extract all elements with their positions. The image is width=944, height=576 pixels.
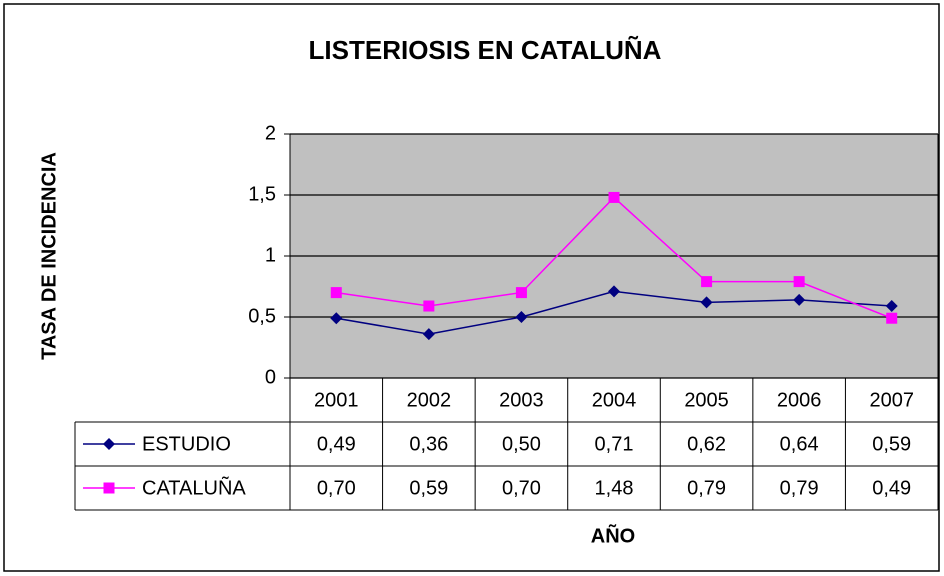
- marker: [330, 312, 343, 325]
- chart-title: LISTERIOSIS EN CATALUÑA: [309, 35, 662, 65]
- y-tick-label: 0,5: [248, 305, 276, 327]
- table-value: 0,70: [502, 477, 541, 499]
- table-value: 0,70: [317, 477, 356, 499]
- y-tick-label: 0: [265, 366, 276, 388]
- table-value: 0,71: [595, 433, 634, 455]
- marker: [700, 296, 713, 309]
- table-value: 0,49: [872, 477, 911, 499]
- marker: [608, 285, 620, 298]
- marker: [608, 191, 620, 203]
- table-value: 0,36: [409, 433, 448, 455]
- marker: [885, 300, 898, 313]
- table-value: 0,50: [502, 433, 541, 455]
- legend-label: ESTUDIO: [142, 433, 231, 455]
- x-tick-label: 2001: [314, 389, 359, 411]
- x-tick-label: 2007: [869, 389, 914, 411]
- x-tick-label: 2002: [407, 389, 452, 411]
- marker: [423, 300, 435, 312]
- legend-marker: [103, 438, 115, 450]
- marker: [330, 287, 342, 299]
- marker: [793, 276, 805, 288]
- x-tick-label: 2004: [592, 389, 637, 411]
- table-value: 0,79: [780, 477, 819, 499]
- table-value: 0,64: [780, 433, 819, 455]
- y-tick-label: 1,5: [248, 183, 276, 205]
- marker: [515, 311, 528, 323]
- table-value: 0,49: [317, 433, 356, 455]
- table-value: 0,59: [409, 477, 448, 499]
- table-value: 1,48: [595, 477, 634, 499]
- x-axis-label: AÑO: [591, 524, 635, 547]
- marker: [886, 312, 898, 324]
- y-tick-label: 2: [265, 122, 276, 144]
- marker: [422, 328, 435, 341]
- y-axis-label: TASA DE INCIDENCIA: [38, 152, 60, 360]
- x-tick-label: 2003: [499, 389, 544, 411]
- marker: [701, 276, 713, 288]
- table-value: 0,62: [687, 433, 726, 455]
- x-tick-label: 2006: [777, 389, 822, 411]
- table-value: 0,79: [687, 477, 726, 499]
- table-value: 0,59: [872, 433, 911, 455]
- legend-label: CATALUÑA: [142, 475, 246, 499]
- x-tick-label: 2005: [684, 389, 729, 411]
- y-tick-label: 1: [265, 244, 276, 266]
- marker: [515, 287, 527, 299]
- marker: [793, 293, 806, 306]
- legend-marker: [103, 482, 115, 494]
